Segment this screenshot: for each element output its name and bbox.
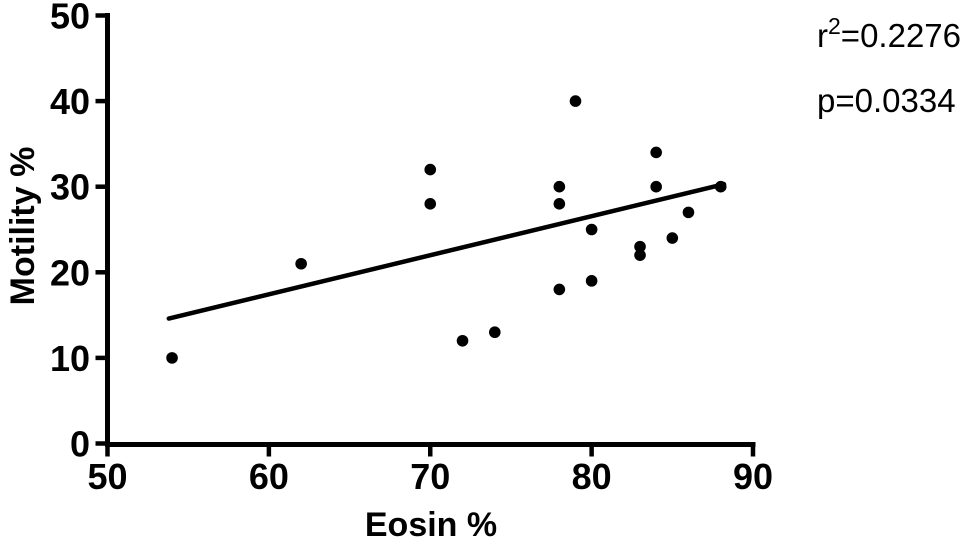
y-tick-label: 40 xyxy=(50,81,90,122)
x-tick-label: 90 xyxy=(733,456,773,497)
data-point xyxy=(714,180,727,193)
data-point xyxy=(553,198,566,210)
x-tick-label: 50 xyxy=(87,456,127,497)
y-tick-label: 50 xyxy=(50,0,90,37)
data-point xyxy=(585,223,598,236)
y-tick-label: 20 xyxy=(50,252,90,293)
data-point xyxy=(666,232,679,244)
data-point xyxy=(553,180,566,193)
data-point xyxy=(569,95,582,107)
data-point xyxy=(166,352,178,364)
y-tick-label: 0 xyxy=(70,424,90,465)
data-point xyxy=(634,240,646,253)
data-point xyxy=(424,163,437,176)
data-point xyxy=(682,206,695,219)
y-tick-label: 10 xyxy=(50,338,90,379)
x-tick-label: 60 xyxy=(249,456,289,497)
data-point xyxy=(424,198,437,210)
data-point xyxy=(295,257,307,270)
r-squared-annotation: r2=0.2276 xyxy=(817,13,961,54)
x-axis-title: Eosin % xyxy=(365,506,497,544)
y-axis-title: Motility % xyxy=(4,147,42,306)
data-point xyxy=(634,249,646,261)
data-point xyxy=(456,334,469,347)
p-value-annotation: p=0.0334 xyxy=(817,82,956,119)
regression-line xyxy=(166,181,727,321)
x-tick-label: 70 xyxy=(410,456,450,497)
axes-layer: 0 10 20 30 40 50 50 60 70 80 90 xyxy=(50,0,773,497)
data-point xyxy=(585,275,598,287)
data-point xyxy=(553,283,566,296)
data-point xyxy=(489,326,501,339)
r-squared-superscript: 2 xyxy=(828,13,841,39)
y-tick-label: 30 xyxy=(50,167,90,208)
r-squared-prefix: r xyxy=(817,17,828,54)
r-squared-value: =0.2276 xyxy=(841,17,961,54)
trendline-layer xyxy=(166,181,727,321)
x-tick-label: 80 xyxy=(572,456,612,497)
data-points-layer xyxy=(166,95,727,364)
data-point xyxy=(650,146,662,159)
data-point xyxy=(650,180,662,193)
